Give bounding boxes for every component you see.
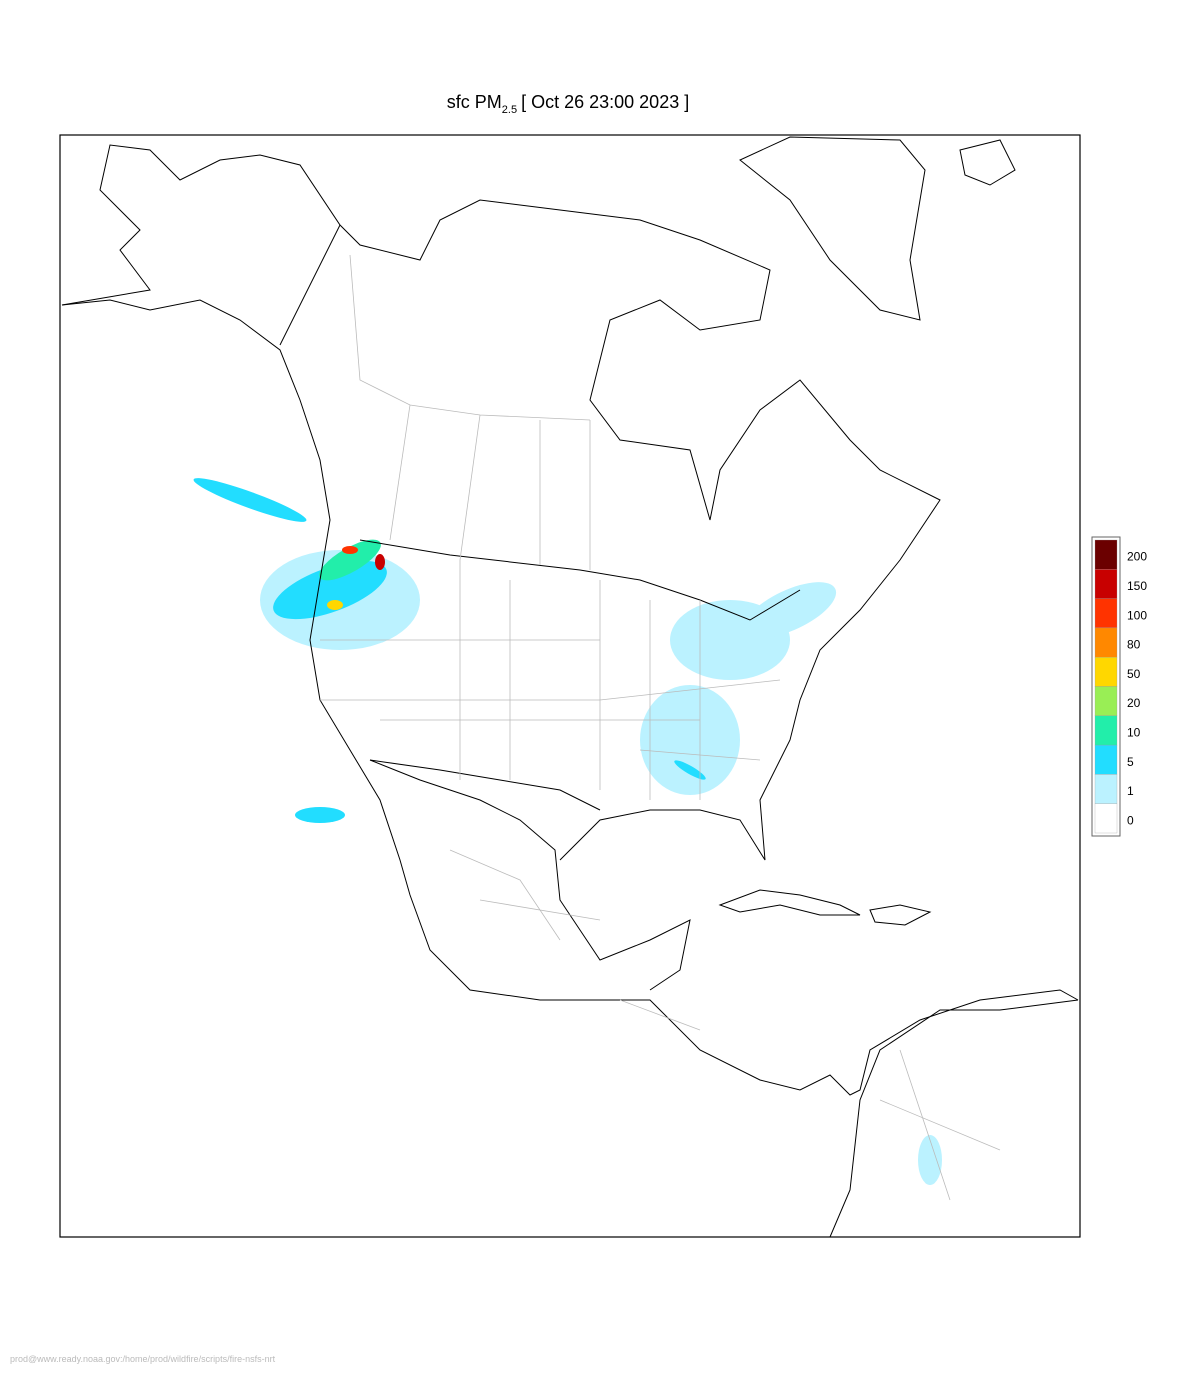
title-subscript: 2.5 bbox=[502, 104, 517, 116]
legend-label: 50 bbox=[1127, 667, 1141, 681]
coastline bbox=[61, 299, 1079, 1096]
cuba bbox=[718, 889, 861, 916]
plume bbox=[193, 478, 307, 522]
legend-label: 150 bbox=[1127, 579, 1147, 593]
map bbox=[59, 134, 1081, 1238]
hispaniola bbox=[869, 904, 932, 926]
plume bbox=[918, 1135, 942, 1185]
border-us-canada bbox=[359, 539, 801, 621]
legend-label: 0 bbox=[1127, 813, 1134, 827]
legend-label: 200 bbox=[1127, 550, 1147, 564]
plume-core bbox=[327, 600, 343, 610]
legend-swatch bbox=[1094, 744, 1118, 775]
title-main: sfc PM bbox=[447, 92, 502, 112]
plume bbox=[273, 560, 387, 620]
border-us-mexico bbox=[369, 759, 601, 811]
legend-swatch bbox=[1094, 627, 1118, 658]
legend-swatch bbox=[1094, 569, 1118, 599]
plume-core bbox=[375, 554, 385, 570]
map-title: sfc PM2.5 [ Oct 26 23:00 2023 ] bbox=[447, 92, 689, 116]
legend-swatch bbox=[1094, 774, 1118, 804]
plume bbox=[295, 807, 345, 823]
legend-swatch bbox=[1094, 803, 1118, 834]
coastline bbox=[369, 759, 691, 991]
plume bbox=[743, 582, 837, 638]
legend-swatch bbox=[1094, 539, 1118, 570]
legend-label: 5 bbox=[1127, 755, 1134, 769]
plume bbox=[319, 539, 381, 581]
legend-swatch bbox=[1094, 598, 1118, 629]
legend-label: 20 bbox=[1127, 696, 1141, 710]
border-alaska bbox=[279, 224, 341, 346]
plume-core bbox=[342, 546, 358, 554]
legend-swatch bbox=[1094, 657, 1118, 687]
title-rest: [ Oct 26 23:00 2023 ] bbox=[521, 92, 689, 112]
legend-swatch bbox=[1094, 686, 1118, 716]
greenland bbox=[739, 136, 926, 321]
legend-label: 100 bbox=[1127, 608, 1147, 622]
legend-label: 10 bbox=[1127, 725, 1141, 739]
legend-label: 80 bbox=[1127, 638, 1141, 652]
internal-borders bbox=[449, 849, 1001, 1201]
coastline bbox=[61, 144, 941, 861]
legend-swatch bbox=[1094, 715, 1118, 746]
footer: prod@www.ready.noaa.gov:/home/prod/wildf… bbox=[10, 1354, 276, 1364]
plume bbox=[674, 760, 706, 780]
legend-label: 1 bbox=[1127, 784, 1134, 798]
plume bbox=[640, 685, 740, 795]
island bbox=[959, 139, 1016, 186]
internal-borders bbox=[320, 254, 781, 800]
coastline bbox=[829, 999, 1079, 1238]
map-frame bbox=[59, 134, 1081, 1238]
